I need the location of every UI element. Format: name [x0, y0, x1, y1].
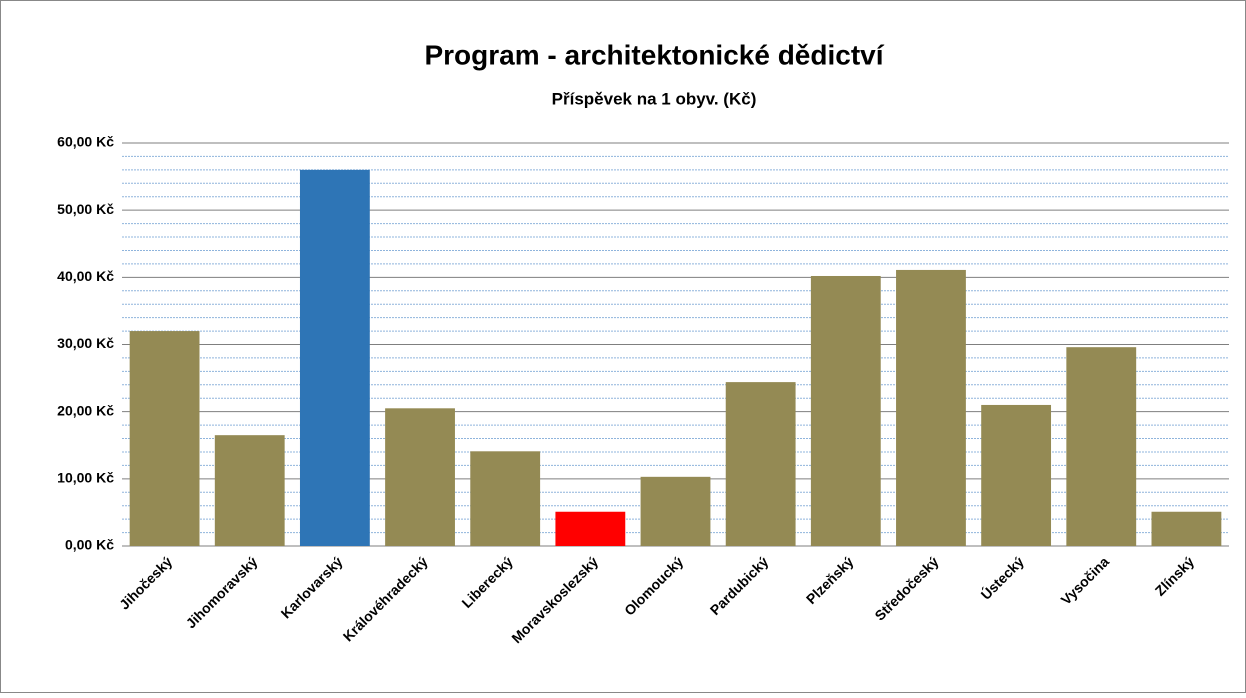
y-tick-label: 40,00 Kč	[57, 268, 114, 284]
bar	[1151, 511, 1222, 546]
bar	[981, 404, 1052, 546]
y-tick-label: 60,00 Kč	[57, 134, 114, 150]
y-tick-label: 30,00 Kč	[57, 335, 114, 351]
bar	[299, 169, 370, 546]
chart-subtitle: Příspěvek na 1 obyv. (Kč)	[552, 89, 757, 108]
bar	[470, 451, 541, 546]
y-tick-label: 20,00 Kč	[57, 402, 114, 418]
y-tick-label: 10,00 Kč	[57, 470, 114, 486]
bar	[640, 476, 711, 546]
y-tick-label: 0,00 Kč	[65, 537, 114, 553]
bar	[214, 435, 285, 546]
bar	[555, 511, 626, 546]
bar	[129, 331, 200, 546]
bar	[1066, 347, 1137, 546]
chart-title: Program - architektonické dědictví	[424, 39, 884, 70]
y-tick-label: 50,00 Kč	[57, 201, 114, 217]
bar	[725, 382, 796, 546]
bar	[385, 408, 455, 546]
bar	[896, 269, 966, 546]
bar	[810, 275, 881, 546]
